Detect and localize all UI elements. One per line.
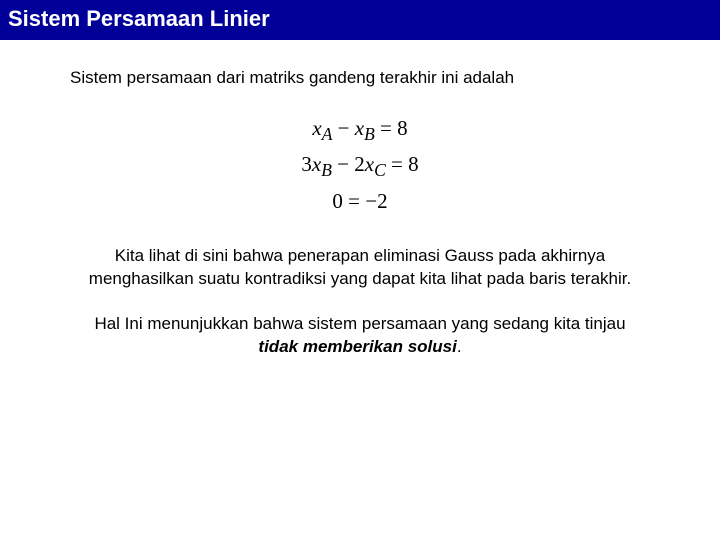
equations-block: xA − xB = 8 3xB − 2xC = 8 0 = −2 — [70, 112, 650, 217]
slide-content: Sistem persamaan dari matriks gandeng te… — [0, 40, 720, 359]
equation-1: xA − xB = 8 — [70, 112, 650, 148]
paragraph-1: Kita lihat di sini bahwa penerapan elimi… — [70, 245, 650, 291]
paragraph-2-emphasis: tidak memberikan solusi — [258, 337, 456, 356]
paragraph-2-prefix: Hal Ini menunjukkan bahwa sistem persama… — [94, 314, 625, 333]
equation-2: 3xB − 2xC = 8 — [70, 148, 650, 184]
slide-header: Sistem Persamaan Linier — [0, 0, 720, 40]
intro-text: Sistem persamaan dari matriks gandeng te… — [70, 68, 650, 88]
slide-title: Sistem Persamaan Linier — [8, 6, 712, 32]
paragraph-2: Hal Ini menunjukkan bahwa sistem persama… — [70, 313, 650, 359]
paragraph-2-suffix: . — [457, 337, 462, 356]
equation-3: 0 = −2 — [70, 185, 650, 218]
